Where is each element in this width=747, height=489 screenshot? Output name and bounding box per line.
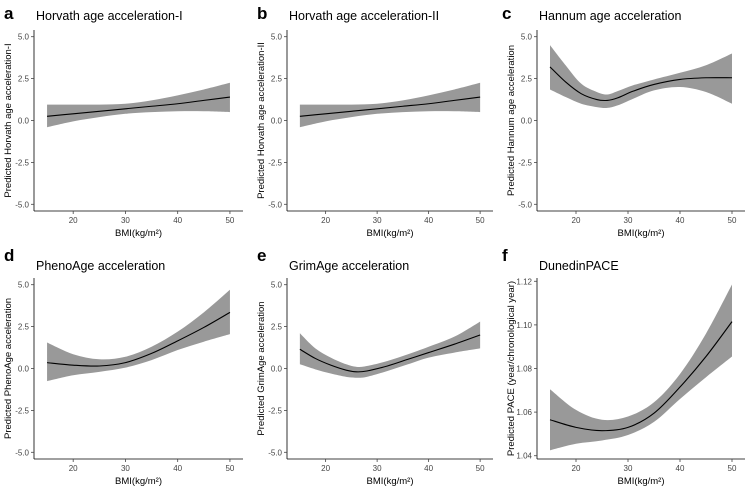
y-axis-label: Predicted Horvath age acceleration-II [256, 42, 267, 199]
y-tick-label: 5.0 [521, 33, 533, 42]
x-tick-label: 40 [173, 464, 182, 473]
x-tick-label: 50 [476, 464, 485, 473]
y-tick-label: 0.0 [18, 117, 30, 126]
x-tick-label: 30 [373, 216, 382, 225]
panel-letter: d [4, 246, 14, 265]
panel-letter: c [502, 4, 511, 23]
panel-e: e GrimAge acceleration -5.0 -2.5 0.0 2.5 5.0 20… [256, 246, 493, 487]
panel-b: b Horvath age acceleration-II -5.0 -2.5 0.0 2… [256, 4, 493, 239]
confidence-band [550, 45, 732, 109]
y-axis-label: Predicted Horvath age acceleration-I [3, 43, 14, 197]
x-tick-label: 40 [424, 464, 433, 473]
y-tick-label: -5.0 [15, 200, 29, 209]
y-axis-label: Predicted GrimAge acceleration [256, 301, 267, 435]
panel-title: Horvath age acceleration-I [36, 9, 183, 23]
confidence-band [299, 82, 481, 128]
panel-title: PhenoAge acceleration [36, 259, 165, 273]
y-tick-label: -5.0 [518, 200, 532, 209]
panel-letter: b [257, 4, 267, 23]
y-axis-label: Predicted PhenoAge acceleration [3, 298, 14, 439]
x-tick-label: 30 [121, 216, 130, 225]
x-tick-label: 30 [121, 464, 130, 473]
confidence-band [550, 284, 732, 451]
y-tick-label: -5.0 [268, 448, 282, 457]
x-tick-label: 50 [225, 216, 234, 225]
x-tick-label: 40 [676, 216, 685, 225]
x-axis-label: BMI(kg/m²) [367, 476, 414, 487]
panel-d: d PhenoAge acceleration -5.0 -2.5 0.0 2.5 5.0 2… [3, 246, 243, 487]
x-tick-label: 20 [572, 464, 581, 473]
y-axis-label: Predicted Hannum age acceleration [506, 45, 517, 196]
y-tick-label: 2.5 [271, 75, 283, 84]
y-axis-label: Predicted PACE (year/chronological year) [506, 281, 517, 456]
y-tick-label: -2.5 [518, 158, 532, 167]
y-tick-label: 5.0 [18, 281, 30, 290]
y-tick-label: 5.0 [271, 281, 283, 290]
y-tick-label: -2.5 [15, 406, 29, 415]
x-tick-label: 20 [321, 216, 330, 225]
y-tick-label: 5.0 [271, 33, 283, 42]
fitted-line [549, 66, 733, 102]
y-tick-label: 1.12 [516, 277, 532, 286]
y-tick-label: 0.0 [521, 117, 533, 126]
x-tick-label: 20 [572, 216, 581, 225]
fitted-line [47, 311, 231, 367]
y-tick-label: 0.0 [271, 117, 283, 126]
fitted-line [299, 96, 481, 117]
panel-letter: a [4, 4, 14, 23]
x-axis-label: BMI(kg/m²) [115, 228, 162, 239]
x-tick-label: 30 [373, 464, 382, 473]
y-tick-label: 2.5 [521, 75, 533, 84]
fitted-line [47, 96, 231, 117]
y-tick-label: 1.10 [516, 321, 532, 330]
x-tick-label: 50 [225, 464, 234, 473]
y-tick-label: -2.5 [268, 158, 282, 167]
y-tick-label: 0.0 [18, 365, 30, 374]
panel-f: f DunedinPACE 1.04 1.06 1.08 1.10 1.12 20 30 40 50… [502, 246, 745, 487]
confidence-band [299, 321, 481, 378]
confidence-band [47, 289, 230, 382]
x-tick-label: 40 [173, 216, 182, 225]
panel-title: Hannum age acceleration [539, 9, 681, 23]
x-axis-label: BMI(kg/m²) [115, 476, 162, 487]
panel-title: DunedinPACE [539, 259, 619, 273]
x-tick-label: 50 [728, 216, 737, 225]
y-tick-label: -2.5 [15, 158, 29, 167]
x-tick-label: 40 [676, 464, 685, 473]
y-tick-label: 5.0 [18, 33, 30, 42]
x-axis-label: BMI(kg/m²) [618, 228, 665, 239]
x-tick-label: 50 [476, 216, 485, 225]
x-tick-label: 40 [424, 216, 433, 225]
y-tick-label: -5.0 [268, 200, 282, 209]
panel-c: c Hannum age acceleration -5.0 -2.5 0.0 2.5 5.… [502, 4, 745, 239]
y-tick-label: 1.04 [516, 452, 532, 461]
y-tick-label: 1.08 [516, 365, 532, 374]
x-axis-label: BMI(kg/m²) [367, 228, 414, 239]
x-axis-label: BMI(kg/m²) [618, 476, 665, 487]
panel-title: GrimAge acceleration [289, 259, 409, 273]
x-tick-label: 30 [624, 216, 633, 225]
y-tick-label: 2.5 [271, 323, 283, 332]
panel-a: a Horvath age acceleration-I -5.0 -2.5 0.0 2.… [3, 4, 243, 239]
fitted-line [549, 321, 733, 432]
fitted-line [299, 334, 481, 373]
confidence-band [47, 82, 230, 128]
x-tick-label: 50 [728, 464, 737, 473]
panel-letter: f [502, 246, 508, 265]
y-tick-label: 2.5 [18, 323, 30, 332]
y-tick-label: -5.0 [15, 448, 29, 457]
x-tick-label: 20 [321, 464, 330, 473]
y-tick-label: -2.5 [268, 406, 282, 415]
y-tick-label: 2.5 [18, 75, 30, 84]
x-tick-label: 20 [69, 216, 78, 225]
y-tick-label: 0.0 [271, 365, 283, 374]
y-tick-label: 1.06 [516, 408, 532, 417]
x-tick-label: 20 [69, 464, 78, 473]
panel-letter: e [257, 246, 266, 265]
x-tick-label: 30 [624, 464, 633, 473]
panel-title: Horvath age acceleration-II [289, 9, 439, 23]
